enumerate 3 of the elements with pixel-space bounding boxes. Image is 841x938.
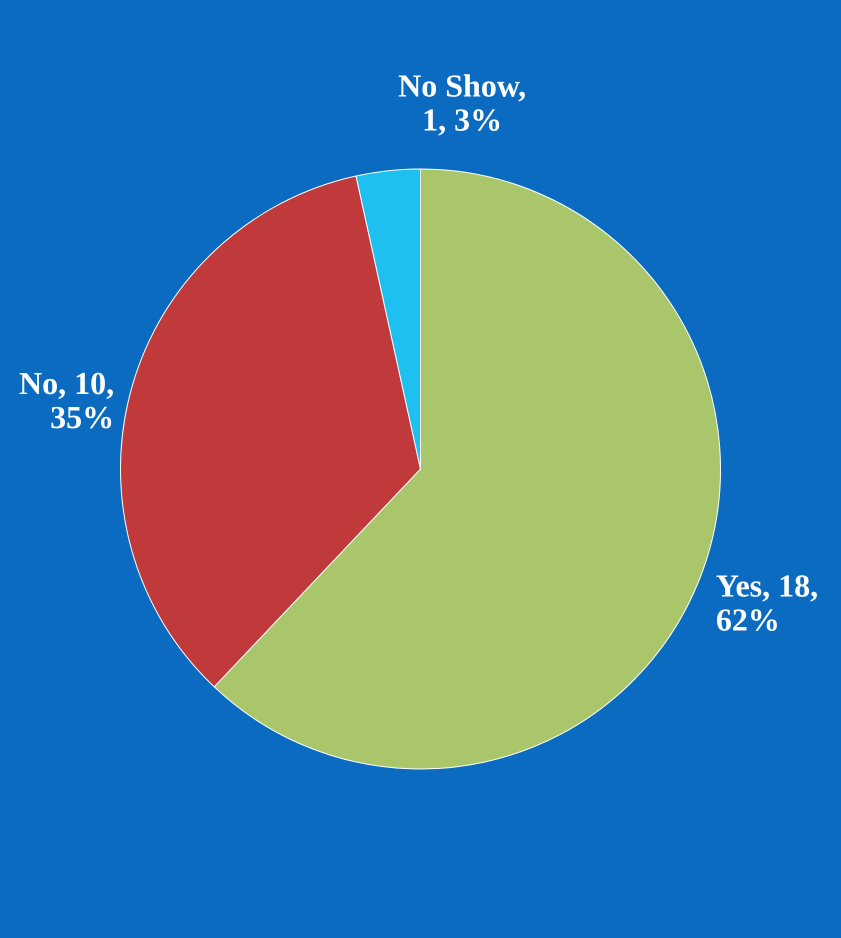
slice-label: No, 10, 35% [18,364,114,435]
slice-label: Yes, 18, 62% [716,568,818,638]
slice-label: No Show, 1, 3% [398,67,526,138]
